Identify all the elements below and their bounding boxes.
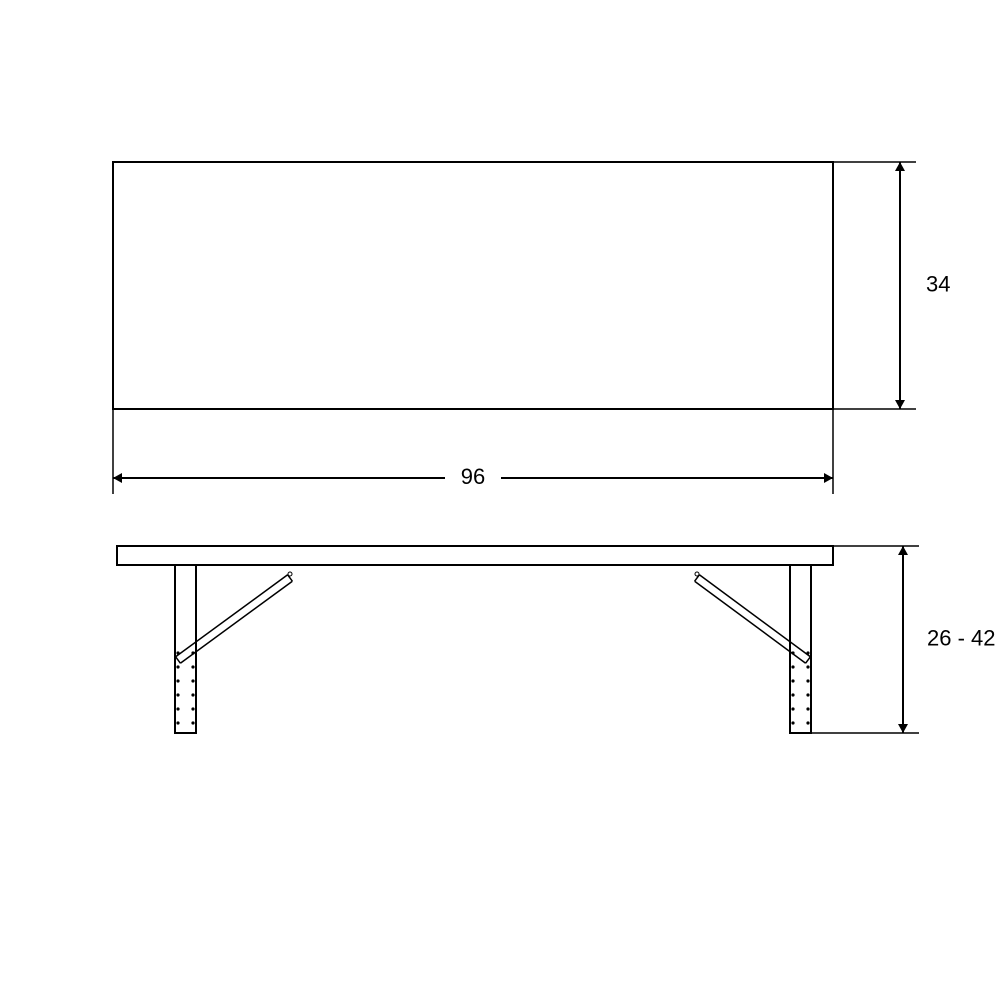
dim-width-label: 96 xyxy=(461,464,485,489)
dim-height-label: 26 - 42 xyxy=(927,625,996,650)
dim-depth-label: 34 xyxy=(926,271,950,296)
top-view xyxy=(113,162,916,494)
side-view xyxy=(117,546,919,733)
